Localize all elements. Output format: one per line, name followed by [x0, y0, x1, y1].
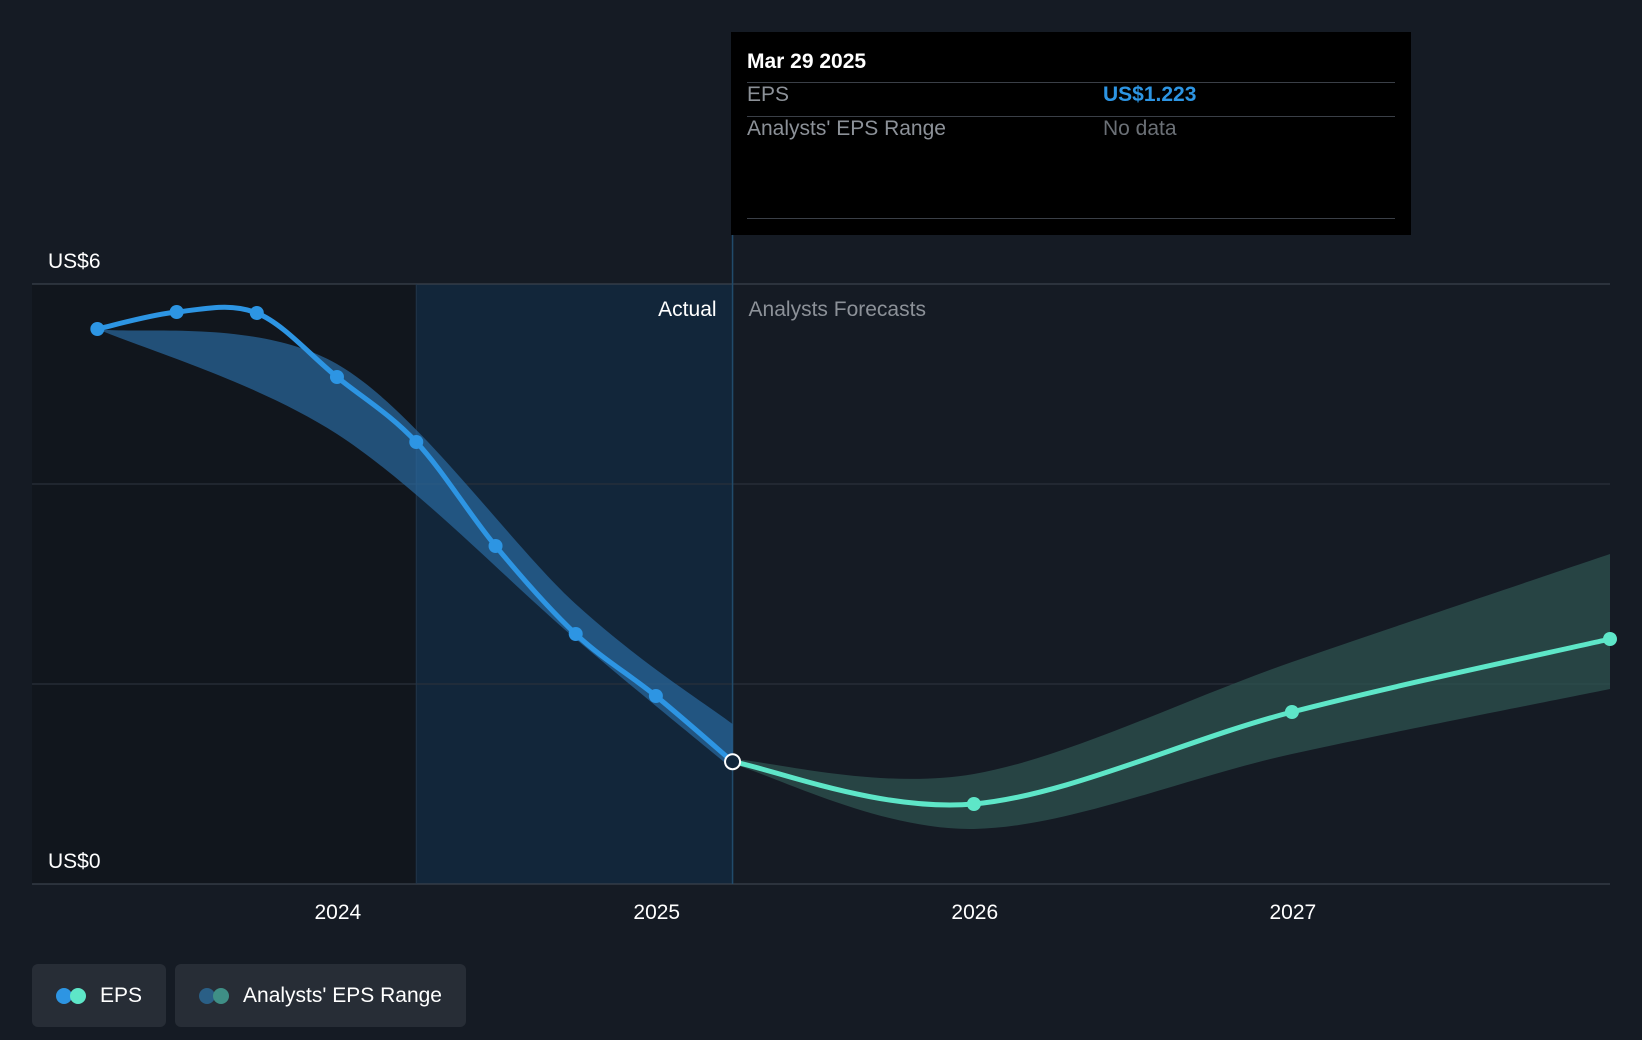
y-tick-label: US$0 [48, 850, 101, 873]
eps-point [169, 305, 184, 319]
recent-period-band [416, 284, 733, 884]
x-tick-label: 2024 [314, 901, 361, 924]
tooltip-eps-value: US$1.223 [1103, 83, 1197, 106]
legend-item-eps-range[interactable]: Analysts' EPS Range [175, 964, 466, 1027]
x-tick-label: 2027 [1269, 901, 1316, 924]
eps-point [409, 435, 424, 449]
eps-point [568, 627, 583, 641]
tooltip-divider [747, 116, 1395, 117]
legend: EPS Analysts' EPS Range [32, 964, 466, 1027]
eps-point [249, 306, 264, 320]
tooltip: Mar 29 2025 EPS US$1.223 Analysts' EPS R… [731, 32, 1411, 235]
y-tick-label: US$6 [48, 250, 101, 273]
eps-point [488, 539, 503, 553]
x-tick-label: 2025 [633, 901, 680, 924]
tooltip-date: Mar 29 2025 [747, 50, 867, 73]
x-tick-label: 2026 [951, 901, 998, 924]
eps-line [730, 636, 1613, 808]
tooltip-range-label: Analysts' EPS Range [747, 117, 946, 140]
legend-label: Analysts' EPS Range [243, 983, 442, 1007]
legend-item-eps[interactable]: EPS [32, 964, 167, 1027]
actual-section-label: Actual [658, 298, 716, 321]
eps-range-swatch-icon [199, 987, 230, 1004]
eps-point [1284, 705, 1299, 719]
eps-point [648, 689, 663, 703]
eps-range-area [732, 554, 1610, 830]
tooltip-divider [747, 82, 1395, 83]
eps-swatch-icon [56, 987, 86, 1004]
eps-point [1603, 632, 1617, 646]
eps-point [329, 370, 344, 384]
eps-point [966, 797, 981, 811]
forecast-section-label: Analysts Forecasts [749, 298, 926, 321]
tooltip-divider [747, 218, 1395, 219]
eps-highlight-point [724, 753, 742, 771]
tooltip-range-value: No data [1103, 117, 1177, 140]
tooltip-eps-label: EPS [747, 83, 790, 106]
eps-point [90, 322, 105, 336]
legend-label: EPS [100, 983, 143, 1007]
